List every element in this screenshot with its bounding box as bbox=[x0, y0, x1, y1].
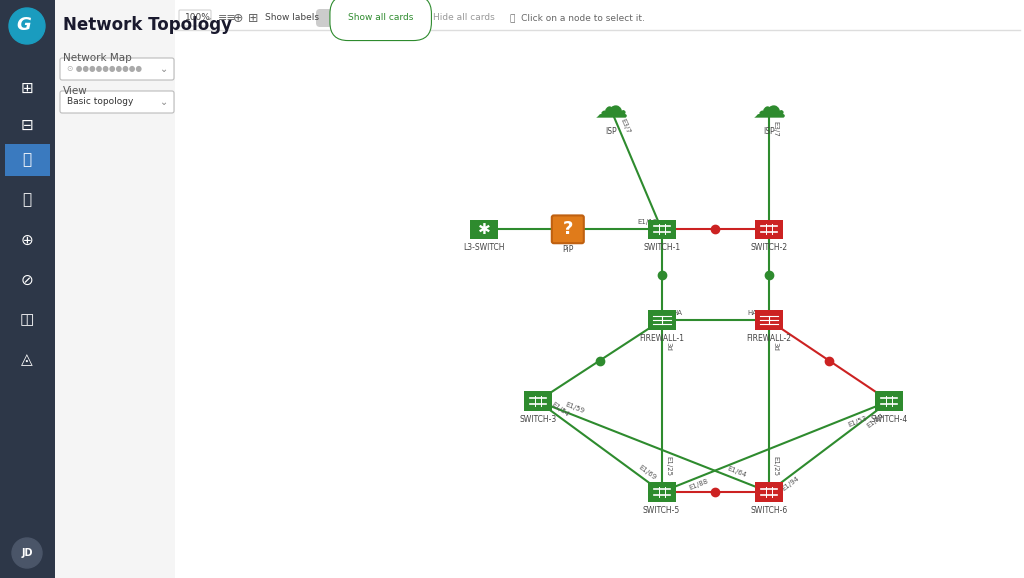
FancyBboxPatch shape bbox=[0, 0, 55, 578]
Text: SWITCH-1: SWITCH-1 bbox=[643, 243, 680, 252]
FancyBboxPatch shape bbox=[55, 0, 175, 578]
Text: E1/69: E1/69 bbox=[637, 464, 657, 481]
FancyBboxPatch shape bbox=[316, 9, 346, 27]
Text: L3-SWITCH: L3-SWITCH bbox=[463, 243, 505, 252]
Text: SWITCH-6: SWITCH-6 bbox=[751, 506, 787, 515]
FancyBboxPatch shape bbox=[175, 0, 1024, 30]
Text: E1/64: E1/64 bbox=[726, 465, 748, 478]
Text: Show labels: Show labels bbox=[265, 13, 319, 23]
FancyBboxPatch shape bbox=[470, 220, 498, 239]
Text: Network Topology: Network Topology bbox=[63, 16, 232, 34]
Text: ISP: ISP bbox=[763, 127, 774, 136]
Text: E1/19: E1/19 bbox=[637, 219, 657, 225]
FancyBboxPatch shape bbox=[647, 220, 676, 239]
Text: SWITCH-4: SWITCH-4 bbox=[870, 415, 908, 424]
Text: HA: HA bbox=[748, 310, 758, 316]
FancyBboxPatch shape bbox=[876, 391, 903, 411]
Text: ⊘: ⊘ bbox=[20, 272, 34, 287]
FancyBboxPatch shape bbox=[647, 482, 676, 502]
Circle shape bbox=[9, 8, 45, 44]
Circle shape bbox=[12, 538, 42, 568]
Text: ◬: ◬ bbox=[22, 353, 33, 368]
Text: E1/25: E1/25 bbox=[773, 456, 779, 476]
Text: SWITCH-5: SWITCH-5 bbox=[643, 506, 680, 515]
FancyBboxPatch shape bbox=[5, 144, 50, 176]
FancyBboxPatch shape bbox=[60, 58, 174, 80]
Text: E1/88: E1/88 bbox=[688, 478, 709, 491]
Text: ◫: ◫ bbox=[19, 313, 34, 328]
Text: ≡≡: ≡≡ bbox=[218, 13, 237, 23]
Text: ⌄: ⌄ bbox=[160, 97, 168, 107]
Text: ⛵: ⛵ bbox=[23, 153, 32, 168]
Text: FIREWALL-2: FIREWALL-2 bbox=[746, 334, 792, 343]
Text: ISP: ISP bbox=[605, 127, 617, 136]
Text: ✱: ✱ bbox=[477, 222, 490, 237]
Text: SWITCH-2: SWITCH-2 bbox=[751, 243, 787, 252]
Text: 3d: 3d bbox=[773, 342, 779, 350]
Text: Network Map: Network Map bbox=[63, 53, 132, 63]
Text: 100%: 100% bbox=[185, 13, 211, 23]
Text: ⌄: ⌄ bbox=[205, 13, 212, 23]
Text: FIREWALL-1: FIREWALL-1 bbox=[639, 334, 684, 343]
Text: E1/25: E1/25 bbox=[666, 456, 672, 476]
FancyBboxPatch shape bbox=[755, 220, 782, 239]
Text: ⓘ  Click on a node to select it.: ⓘ Click on a node to select it. bbox=[510, 13, 645, 23]
Text: ⊞: ⊞ bbox=[20, 80, 34, 95]
Text: ⊟: ⊟ bbox=[20, 117, 34, 132]
FancyBboxPatch shape bbox=[60, 91, 174, 113]
FancyBboxPatch shape bbox=[552, 216, 584, 243]
Text: E3/7: E3/7 bbox=[620, 117, 631, 134]
Text: E1/94: E1/94 bbox=[781, 476, 801, 492]
FancyBboxPatch shape bbox=[647, 310, 676, 330]
Text: G: G bbox=[16, 16, 32, 34]
Text: Hide all cards: Hide all cards bbox=[433, 13, 495, 23]
Text: ⌄: ⌄ bbox=[160, 64, 168, 74]
Text: ⊕: ⊕ bbox=[233, 12, 244, 24]
Text: HA: HA bbox=[673, 310, 683, 316]
FancyBboxPatch shape bbox=[755, 482, 782, 502]
Text: Show all cards: Show all cards bbox=[348, 13, 414, 23]
Text: E1/59: E1/59 bbox=[564, 402, 586, 414]
FancyBboxPatch shape bbox=[523, 391, 552, 411]
Text: E3/7: E3/7 bbox=[773, 121, 779, 136]
Text: JD: JD bbox=[22, 548, 33, 558]
Text: ⊕: ⊕ bbox=[20, 232, 34, 247]
Text: ⊞: ⊞ bbox=[248, 12, 258, 24]
Text: ⊙ ●●●●●●●●●●: ⊙ ●●●●●●●●●● bbox=[67, 65, 142, 73]
Text: E1/54: E1/54 bbox=[551, 401, 570, 417]
Text: Basic topology: Basic topology bbox=[67, 98, 133, 106]
Text: PiP: PiP bbox=[562, 245, 573, 254]
FancyBboxPatch shape bbox=[179, 10, 211, 26]
Text: View: View bbox=[63, 86, 88, 96]
Text: ⛶: ⛶ bbox=[23, 192, 32, 208]
FancyBboxPatch shape bbox=[755, 310, 782, 330]
Text: ?: ? bbox=[562, 220, 573, 238]
Text: E1/53: E1/53 bbox=[848, 414, 868, 428]
Text: 3d: 3d bbox=[666, 342, 672, 350]
Text: E1/54: E1/54 bbox=[865, 412, 886, 429]
Text: SWITCH-3: SWITCH-3 bbox=[519, 415, 556, 424]
